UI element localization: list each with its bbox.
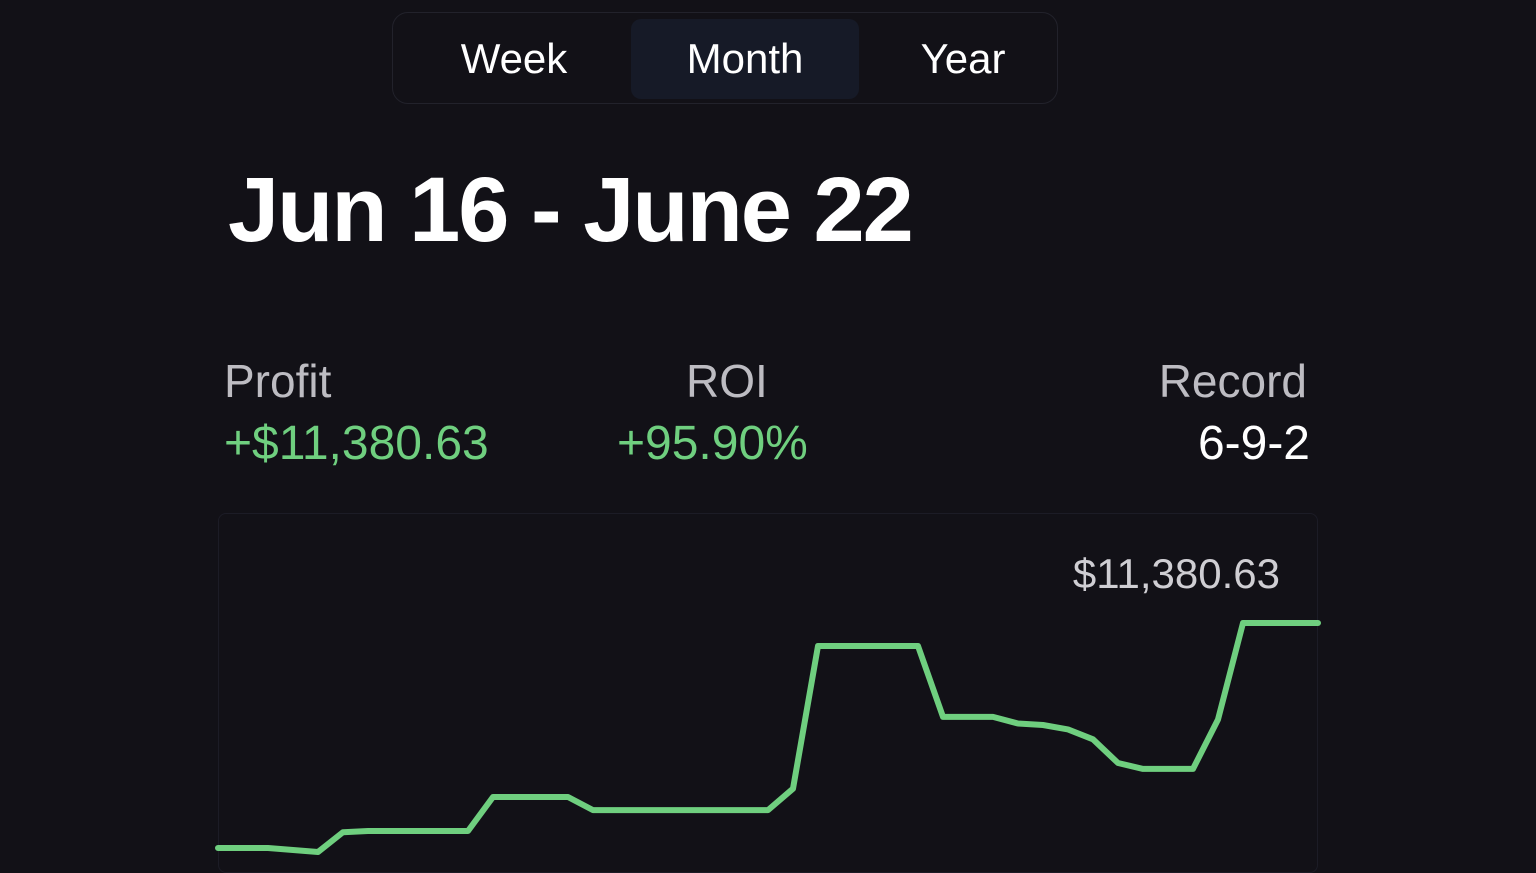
period-tabs: Week Month Year	[392, 12, 1058, 104]
stat-value: 6-9-2	[1197, 417, 1310, 470]
tab-year[interactable]: Year	[920, 35, 1006, 82]
profit-line	[215, 620, 1321, 855]
stat-label: Profit	[224, 355, 332, 407]
stat-value: +95.90%	[617, 417, 808, 470]
value-label: $11,380.63	[1073, 550, 1280, 597]
stat-label: ROI	[686, 355, 768, 407]
stat-value: +$11,380.63	[224, 417, 489, 470]
stat-label: Record	[1158, 355, 1307, 407]
tab-week[interactable]: Week	[460, 35, 568, 82]
date-range: Jun 16 - June 22	[228, 159, 914, 261]
tab-month[interactable]: Month	[631, 19, 859, 99]
